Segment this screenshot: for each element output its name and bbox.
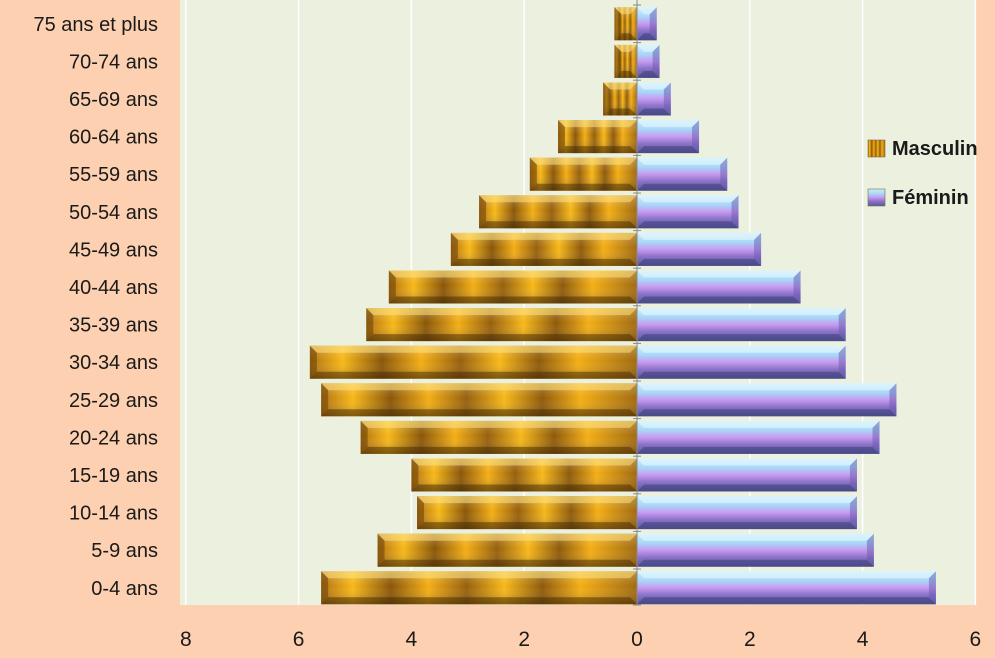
bar-masculin xyxy=(614,7,637,41)
legend: Masculin Féminin xyxy=(867,138,978,209)
x-tick-label: 6 xyxy=(293,628,305,651)
bar-feminin xyxy=(637,157,728,191)
bar-feminin xyxy=(637,571,936,605)
category-label: 50-54 ans xyxy=(69,202,158,224)
bar-feminin xyxy=(637,82,671,116)
bar-feminin xyxy=(637,496,857,530)
bar-feminin xyxy=(637,7,657,41)
category-label: 70-74 ans xyxy=(69,51,158,73)
bar-feminin xyxy=(637,533,874,567)
x-tick-label: 4 xyxy=(857,628,869,651)
bar-masculin xyxy=(366,308,637,342)
category-label: 30-34 ans xyxy=(69,352,158,374)
bar-feminin xyxy=(637,383,897,417)
legend-masculin: Masculin xyxy=(867,138,978,160)
bar-feminin xyxy=(637,44,660,78)
category-label: 5-9 ans xyxy=(91,540,158,562)
legend-label: Féminin xyxy=(892,187,969,209)
category-labels: 75 ans et plus 70-74 ans 65-69 ans 60-64 an… xyxy=(33,14,158,600)
legend-label: Masculin xyxy=(892,138,978,160)
legend-feminin: Féminin xyxy=(867,187,969,209)
x-tick-label: 8 xyxy=(180,628,192,651)
bar-feminin xyxy=(637,270,801,304)
x-tick-labels: 8 6 4 2 0 2 4 6 xyxy=(180,628,981,651)
x-tick-label: 6 xyxy=(970,628,982,651)
x-tick-label: 4 xyxy=(406,628,418,651)
bar-masculin xyxy=(417,496,637,530)
x-tick-label: 2 xyxy=(518,628,530,651)
category-label: 20-24 ans xyxy=(69,427,158,449)
legend-swatch xyxy=(867,188,886,207)
bar-feminin xyxy=(637,458,857,492)
category-label: 55-59 ans xyxy=(69,164,158,186)
bars xyxy=(309,7,936,605)
bar-masculin xyxy=(450,232,637,266)
bar-masculin xyxy=(529,157,637,191)
bar-masculin xyxy=(558,120,637,154)
category-label: 15-19 ans xyxy=(69,465,158,487)
bar-feminin xyxy=(637,232,762,266)
bar-masculin xyxy=(321,383,637,417)
bar-masculin xyxy=(388,270,637,304)
category-label: 75 ans et plus xyxy=(33,14,158,36)
bar-masculin xyxy=(411,458,637,492)
category-label: 0-4 ans xyxy=(91,578,158,600)
bar-feminin xyxy=(637,195,739,229)
bar-feminin xyxy=(637,120,700,154)
category-label: 60-64 ans xyxy=(69,127,158,149)
x-tick-label: 0 xyxy=(631,628,643,651)
x-tick-label: 2 xyxy=(744,628,756,651)
bar-masculin xyxy=(603,82,637,116)
category-label: 65-69 ans xyxy=(69,89,158,111)
category-label: 25-29 ans xyxy=(69,390,158,412)
category-label: 40-44 ans xyxy=(69,277,158,299)
bar-masculin xyxy=(360,420,637,454)
axes xyxy=(633,0,641,606)
bar-masculin xyxy=(321,571,637,605)
bar-masculin xyxy=(614,44,637,78)
category-label: 10-14 ans xyxy=(69,503,158,525)
bar-feminin xyxy=(637,308,846,342)
bar-masculin xyxy=(377,533,637,567)
bar-feminin xyxy=(637,345,846,379)
bar-masculin xyxy=(309,345,637,379)
category-label: 45-49 ans xyxy=(69,239,158,261)
bar-feminin xyxy=(637,420,880,454)
category-label: 35-39 ans xyxy=(69,315,158,337)
bar-masculin xyxy=(479,195,637,229)
legend-swatch xyxy=(867,139,886,158)
